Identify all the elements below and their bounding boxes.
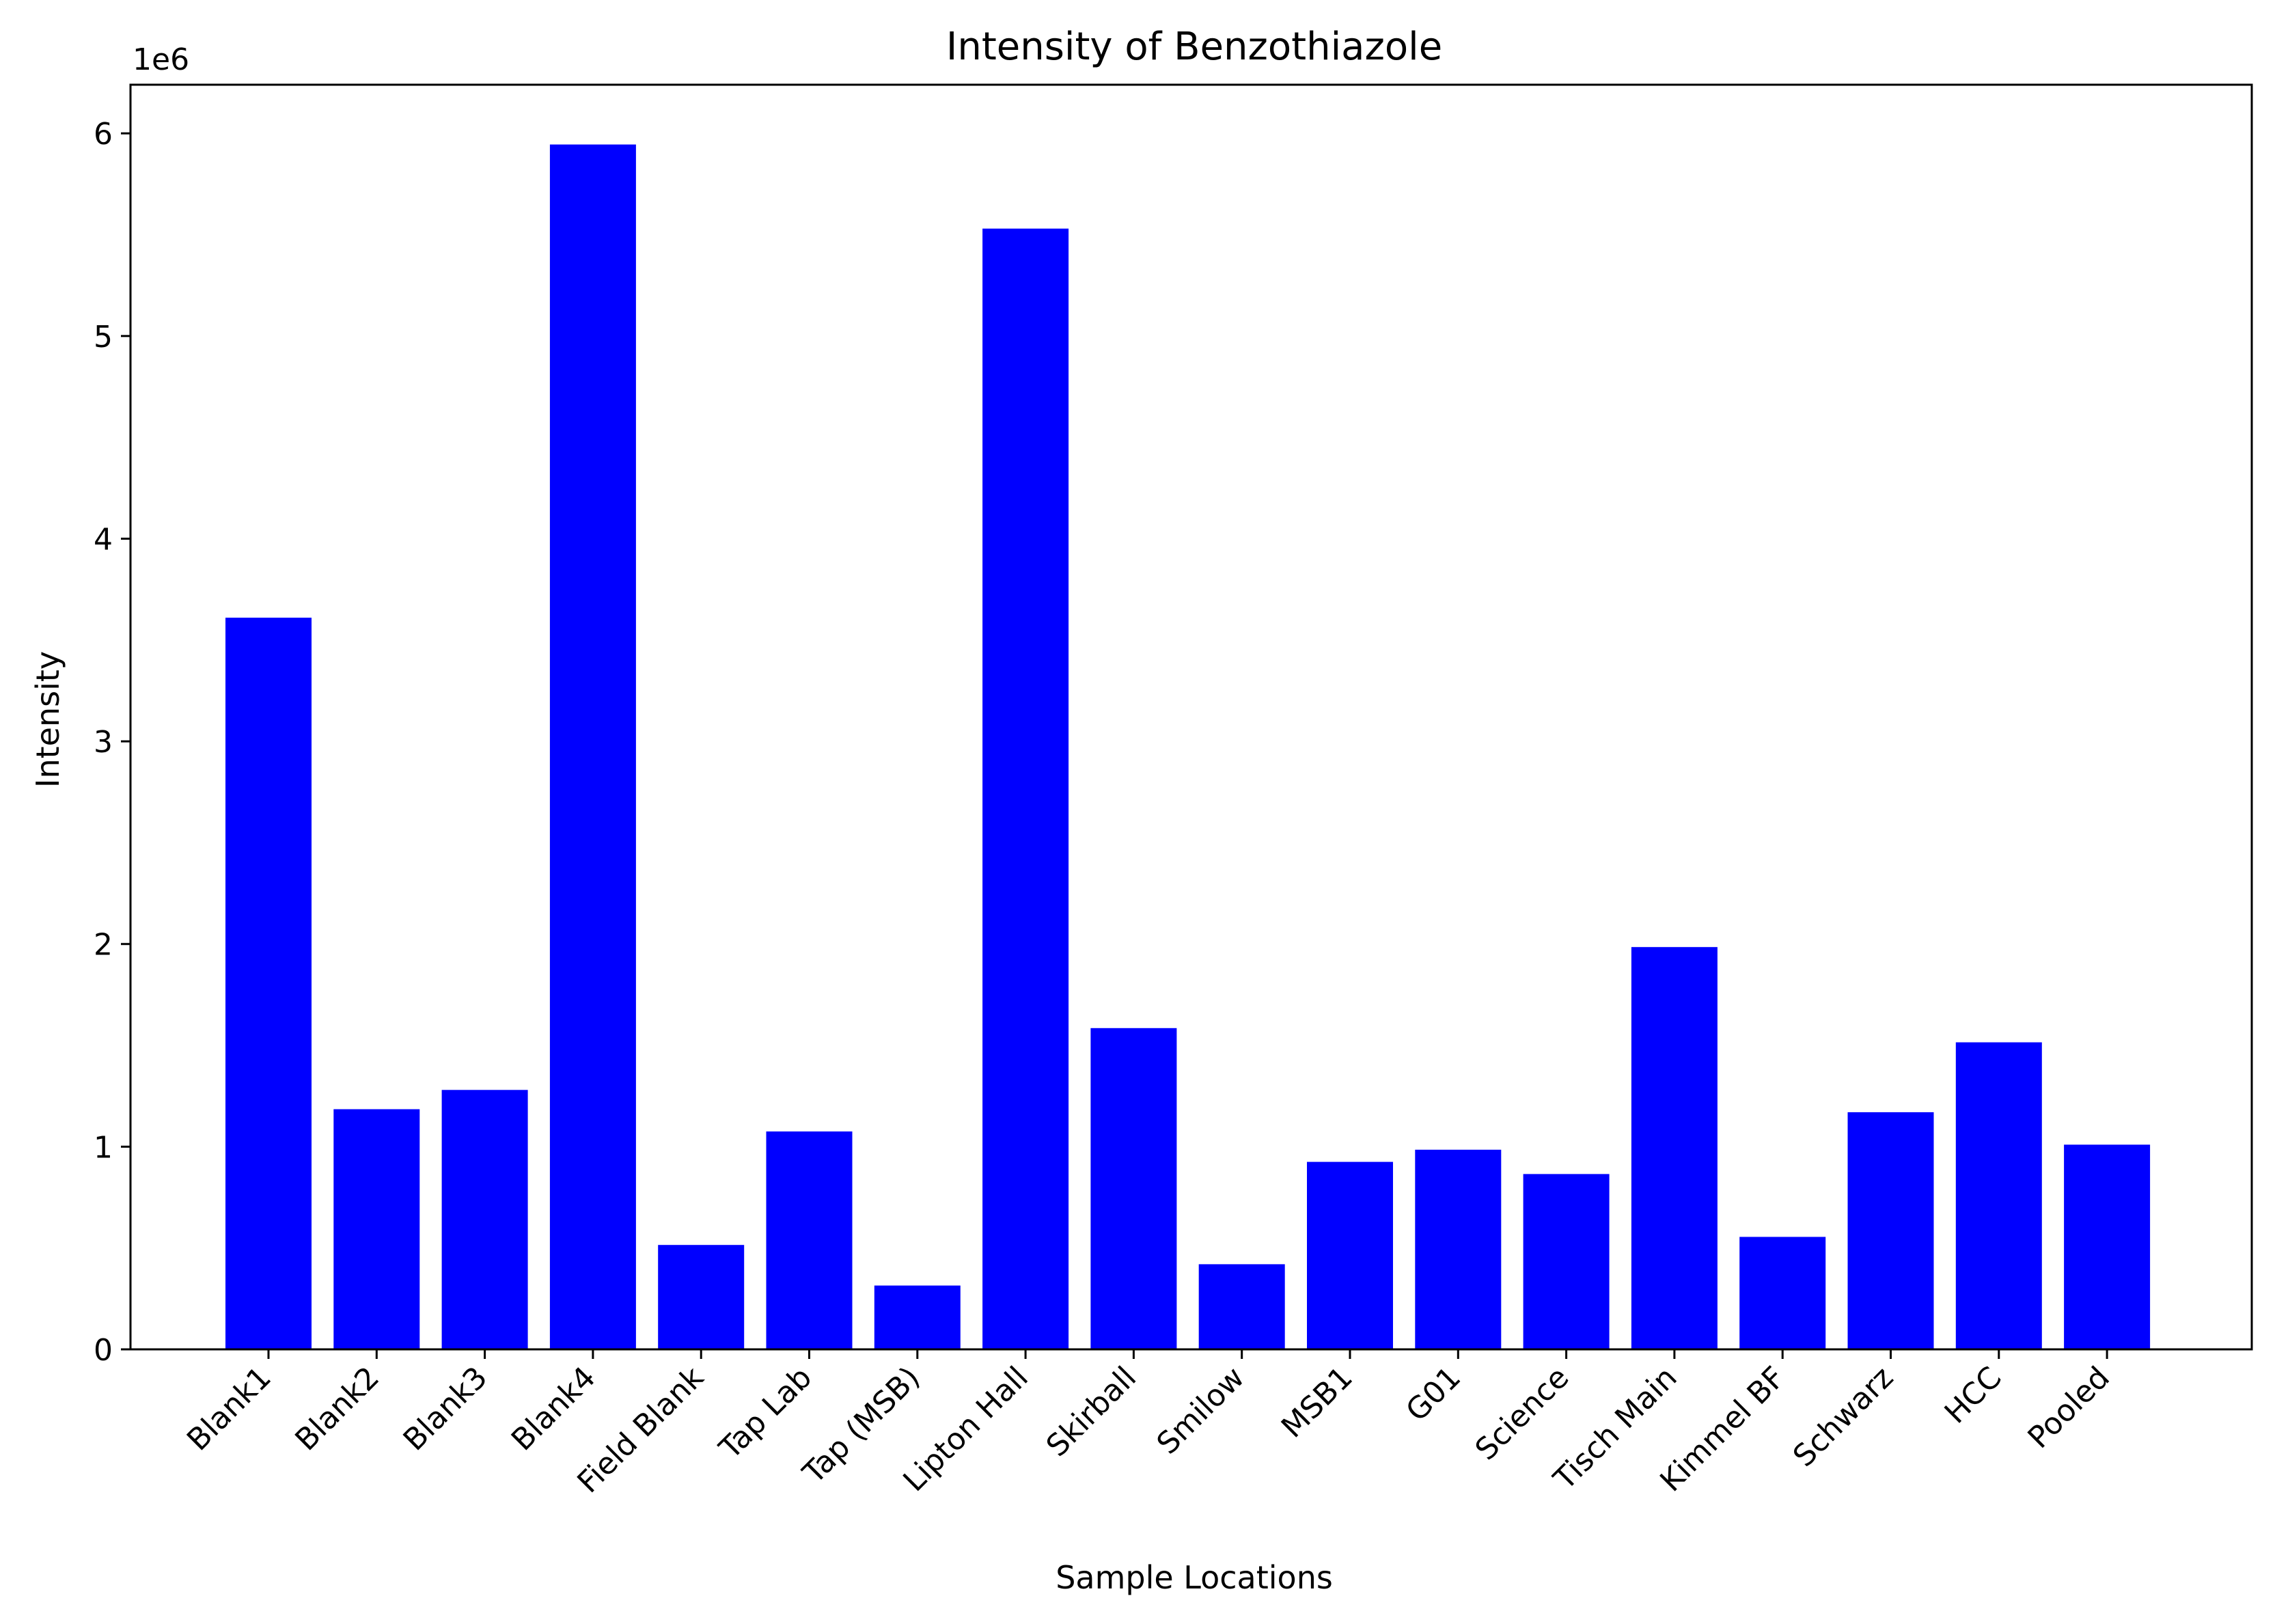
bar-pooled [2064, 1144, 2151, 1349]
x-tick-label: Science [1469, 1360, 1576, 1468]
bar-smilow [1198, 1264, 1285, 1349]
y-tick-label: 4 [94, 522, 113, 557]
bar-tap-lab [766, 1131, 853, 1349]
bars-layer [225, 144, 2151, 1350]
y-tick-label: 0 [94, 1333, 113, 1368]
x-tick-label: Schwarz [1787, 1360, 1900, 1474]
bar-tap-msb [874, 1285, 961, 1349]
bar-skirball [1090, 1028, 1177, 1349]
chart-title: Intensity of Benzothiazole [946, 25, 1442, 69]
x-tick-label: Smilow [1150, 1360, 1252, 1461]
x-axis-title: Sample Locations [1056, 1559, 1333, 1596]
x-tick-label: Skirball [1040, 1360, 1143, 1463]
y-offset-label: 1e6 [133, 42, 189, 77]
y-axis-title: Intensity [29, 651, 66, 788]
plot-frame [129, 83, 2253, 1351]
bar-kimmel-bf [1739, 1237, 1826, 1349]
bar-blank4 [549, 144, 636, 1349]
bar-blank3 [441, 1090, 528, 1349]
x-tick-label: Tap Lab [713, 1360, 818, 1466]
x-tick-label: Blank2 [288, 1360, 386, 1458]
bar-lipton-hall [982, 228, 1069, 1350]
y-tick-label: 3 [94, 725, 113, 760]
bar-schwarz [1847, 1112, 1934, 1349]
bar-hcc [1955, 1042, 2042, 1349]
x-tick-label: HCC [1938, 1360, 2009, 1431]
y-tick-label: 2 [94, 928, 113, 963]
y-tick-label: 1 [94, 1130, 113, 1165]
bar-msb1 [1307, 1161, 1393, 1349]
x-tick-label: Blank1 [180, 1360, 278, 1458]
y-tick-label: 6 [94, 117, 113, 152]
bar-tisch-main [1631, 947, 1718, 1349]
x-tick-label: Blank3 [397, 1360, 495, 1458]
bar-science [1523, 1174, 1610, 1349]
x-tick-label: Blank4 [505, 1360, 603, 1458]
x-tick-label: G01 [1399, 1360, 1467, 1429]
bar-blank1 [225, 618, 312, 1349]
bar-blank2 [333, 1109, 420, 1349]
x-tick-label: Pooled [2022, 1360, 2117, 1455]
y-tick-label: 5 [94, 320, 113, 355]
bar-field-blank [658, 1245, 745, 1349]
bar-g01 [1415, 1149, 1502, 1349]
x-tick-label: MSB1 [1275, 1360, 1360, 1445]
